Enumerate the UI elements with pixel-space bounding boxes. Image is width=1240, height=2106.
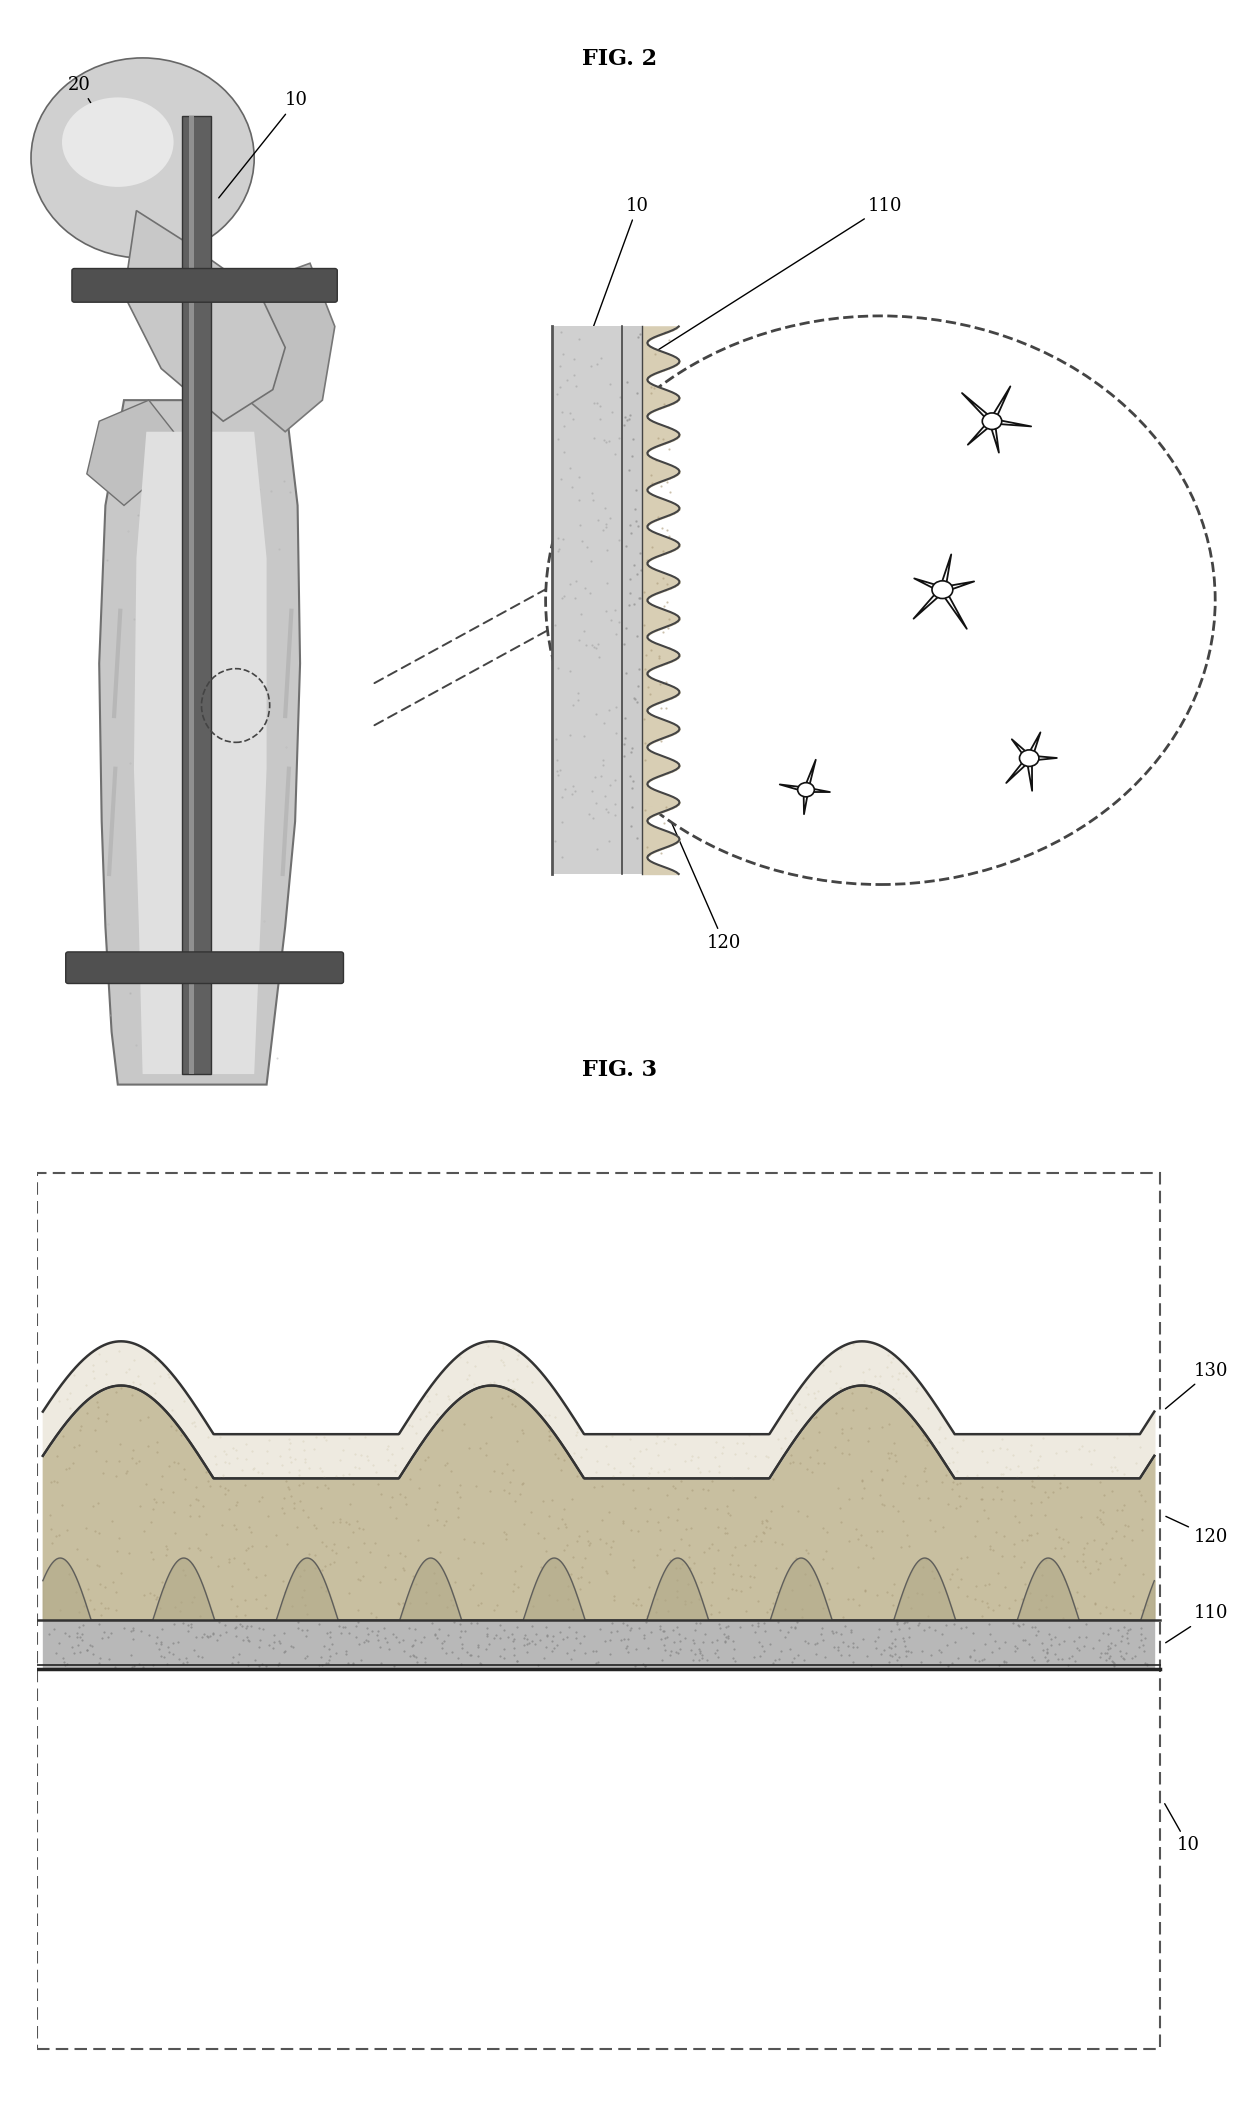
FancyBboxPatch shape	[181, 116, 211, 1074]
FancyBboxPatch shape	[66, 952, 343, 984]
Polygon shape	[211, 263, 335, 432]
Polygon shape	[134, 432, 267, 1074]
Polygon shape	[962, 385, 1032, 453]
Text: 10: 10	[572, 196, 650, 388]
Circle shape	[1019, 750, 1039, 767]
Text: FIG. 3: FIG. 3	[583, 1059, 657, 1080]
FancyBboxPatch shape	[552, 326, 622, 874]
Polygon shape	[914, 554, 975, 630]
Text: 10: 10	[218, 91, 309, 198]
Text: 10: 10	[1164, 1803, 1200, 1855]
Polygon shape	[99, 400, 300, 1085]
Text: 130: 130	[687, 655, 884, 878]
Circle shape	[982, 413, 1002, 430]
Ellipse shape	[31, 57, 254, 259]
Text: FIG. 2: FIG. 2	[583, 48, 657, 69]
Polygon shape	[87, 400, 174, 505]
Circle shape	[932, 581, 952, 598]
Text: 120: 120	[658, 792, 742, 952]
Circle shape	[546, 316, 1215, 885]
Circle shape	[797, 783, 815, 796]
Text: 110: 110	[631, 196, 903, 366]
Text: 20: 20	[68, 76, 117, 145]
Polygon shape	[780, 760, 830, 815]
Text: 130: 130	[1166, 1363, 1229, 1409]
FancyBboxPatch shape	[72, 267, 337, 301]
FancyBboxPatch shape	[188, 116, 193, 1074]
Polygon shape	[124, 211, 285, 421]
Text: 120: 120	[1166, 1516, 1228, 1546]
Polygon shape	[1006, 733, 1056, 792]
FancyBboxPatch shape	[622, 326, 642, 874]
Text: 110: 110	[1166, 1605, 1229, 1643]
Ellipse shape	[62, 97, 174, 187]
